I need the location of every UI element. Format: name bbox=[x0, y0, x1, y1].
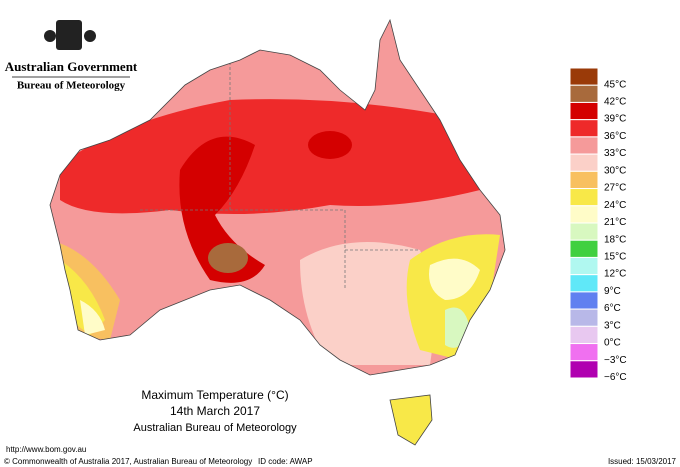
map-source: Australian Bureau of Meteorology bbox=[133, 422, 297, 434]
legend-label: 24°C bbox=[604, 200, 626, 211]
legend-swatch bbox=[569, 222, 599, 241]
legend-label: 45°C bbox=[604, 79, 626, 90]
legend-swatch bbox=[569, 325, 599, 345]
copyright: © Commonwealth of Australia 2017, Austra… bbox=[4, 457, 252, 466]
emblem bbox=[44, 20, 96, 50]
tasmania bbox=[389, 394, 433, 446]
legend-swatch bbox=[569, 84, 599, 103]
legend-swatch bbox=[569, 291, 599, 310]
legend-swatch bbox=[569, 136, 599, 155]
url[interactable]: http://www.bom.gov.au bbox=[6, 445, 86, 454]
legend-swatch bbox=[569, 153, 599, 172]
legend-label: 30°C bbox=[604, 165, 626, 176]
issued-date: Issued: 15/03/2017 bbox=[608, 457, 677, 466]
legend-swatch bbox=[569, 188, 599, 207]
legend-swatch bbox=[569, 239, 599, 258]
government-name: Australian Government bbox=[5, 59, 138, 74]
legend-swatch bbox=[569, 170, 599, 190]
map-date: 14th March 2017 bbox=[170, 404, 260, 418]
legend-swatch bbox=[569, 274, 599, 293]
legend-label: 39°C bbox=[604, 114, 626, 125]
legend-label: −3°C bbox=[604, 355, 627, 366]
legend-label: 36°C bbox=[604, 131, 626, 142]
legend-swatch bbox=[569, 67, 599, 86]
map-title: Maximum Temperature (°C) bbox=[141, 388, 288, 402]
legend-swatch bbox=[569, 205, 599, 224]
legend-label: 3°C bbox=[604, 320, 621, 331]
legend-swatch bbox=[569, 308, 599, 327]
legend-swatch bbox=[569, 101, 599, 121]
legend-label: 21°C bbox=[604, 217, 626, 228]
legend: 45°C 42°C 39°C 36°C 33°C 30°C 27°C 24°C 21°C 18°C… bbox=[569, 67, 627, 383]
legend-label: 0°C bbox=[604, 338, 621, 349]
legend-label: 12°C bbox=[604, 269, 626, 280]
coastline bbox=[49, 18, 506, 376]
bureau-name: Bureau of Meteorology bbox=[17, 80, 126, 92]
legend-swatch bbox=[569, 119, 599, 138]
legend-label: 42°C bbox=[604, 96, 626, 107]
legend-label: 6°C bbox=[604, 303, 621, 314]
legend-label: 27°C bbox=[604, 183, 626, 194]
legend-swatch bbox=[569, 360, 599, 379]
legend-label: 15°C bbox=[604, 251, 626, 262]
legend-label: 33°C bbox=[604, 148, 626, 159]
legend-swatch bbox=[569, 343, 599, 362]
legend-label: −6°C bbox=[604, 372, 627, 383]
legend-label: 18°C bbox=[604, 234, 626, 245]
id-code: ID code: AWAP bbox=[258, 457, 313, 466]
legend-label: 9°C bbox=[604, 286, 621, 297]
legend-swatch bbox=[569, 256, 599, 276]
